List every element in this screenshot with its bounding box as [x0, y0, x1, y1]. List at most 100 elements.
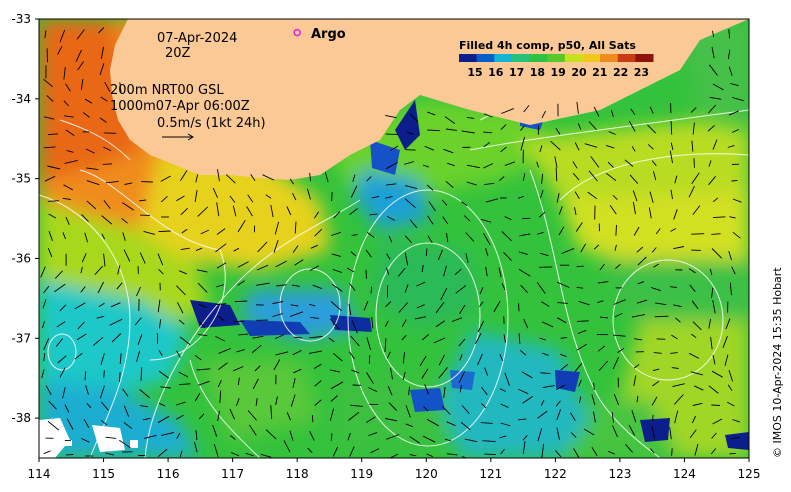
- current-vector: [493, 300, 501, 313]
- current-vector: [157, 448, 168, 457]
- colorbar-segment: [494, 54, 513, 62]
- current-vector: [593, 382, 595, 390]
- current-vector: [290, 304, 299, 307]
- current-vector: [633, 226, 640, 236]
- current-vector: [629, 174, 639, 184]
- current-vector: [44, 30, 47, 39]
- current-vector: [711, 404, 720, 406]
- current-vector: [729, 282, 732, 296]
- current-vector: [481, 403, 487, 409]
- current-vector: [386, 434, 400, 440]
- lon-tick-label: 125: [738, 467, 761, 481]
- lat-tick-label: -38: [11, 411, 31, 425]
- current-vector: [691, 300, 699, 309]
- colorbar-label: 15: [467, 66, 482, 79]
- colorbar-label: 21: [592, 66, 607, 79]
- current-vector: [424, 384, 429, 395]
- current-vector: [351, 369, 360, 374]
- current-vector: [483, 131, 493, 134]
- current-vector: [121, 218, 128, 224]
- current-vector: [583, 428, 595, 436]
- current-vector: [484, 182, 495, 186]
- current-vector: [273, 239, 279, 253]
- current-vector: [235, 398, 240, 407]
- current-vector: [308, 350, 322, 354]
- current-vector: [459, 384, 462, 393]
- colorbar-label: 18: [530, 66, 545, 79]
- colorbar-label: 16: [488, 66, 504, 79]
- current-vector: [195, 430, 198, 441]
- current-vector: [270, 405, 273, 420]
- current-vector: [386, 183, 397, 186]
- current-vector: [84, 371, 87, 381]
- current-vector: [445, 180, 454, 189]
- current-vector: [461, 201, 468, 207]
- current-vector: [83, 418, 90, 429]
- current-vector: [109, 318, 123, 326]
- current-vector: [482, 440, 496, 443]
- current-vector: [480, 422, 493, 424]
- current-vector: [555, 167, 558, 182]
- current-vector: [521, 371, 533, 379]
- current-vector: [77, 61, 84, 71]
- current-vector: [712, 216, 726, 219]
- current-vector: [588, 170, 598, 182]
- current-vector: [541, 110, 546, 119]
- current-vector: [712, 30, 715, 37]
- current-vector: [414, 316, 427, 320]
- current-vector: [728, 250, 732, 261]
- current-vector: [218, 347, 231, 354]
- current-vector: [331, 192, 333, 202]
- current-vector: [651, 247, 657, 253]
- current-vector: [289, 430, 294, 441]
- current-vector: [539, 337, 546, 341]
- colorbar-title: Filled 4h comp, p50, All Sats: [459, 39, 636, 52]
- colorbar-label: 17: [509, 66, 524, 79]
- current-vector: [674, 175, 678, 184]
- current-vector: [690, 107, 697, 113]
- current-vector: [483, 113, 493, 118]
- current-vector: [255, 398, 258, 406]
- current-vector: [694, 443, 699, 456]
- current-vector: [216, 228, 226, 235]
- depth-line-1: 200m NRT00 GSL: [110, 83, 224, 98]
- current-vector: [651, 396, 658, 406]
- current-vector: [441, 405, 451, 415]
- current-vector: [314, 380, 322, 387]
- current-vector: [670, 120, 673, 135]
- current-vector: [465, 232, 475, 242]
- current-vector: [293, 336, 303, 339]
- current-vector: [119, 439, 131, 449]
- current-vector: [707, 124, 715, 132]
- current-vector: [86, 200, 97, 210]
- current-vector: [590, 156, 600, 168]
- current-vector: [140, 367, 143, 381]
- current-vector: [215, 335, 225, 342]
- current-vector: [245, 452, 255, 457]
- current-vector: [577, 329, 587, 335]
- current-vector: [265, 194, 272, 199]
- current-vector: [388, 235, 393, 243]
- current-vector: [45, 385, 52, 396]
- current-vector: [726, 401, 735, 407]
- current-vector: [518, 251, 529, 256]
- current-vector: [427, 129, 440, 132]
- current-vector: [273, 359, 281, 371]
- current-vector: [406, 131, 414, 135]
- current-vector: [54, 283, 66, 293]
- current-vector: [519, 233, 531, 237]
- current-vector: [330, 395, 338, 402]
- current-vector: [446, 233, 449, 243]
- current-vector: [637, 281, 645, 285]
- current-vector: [479, 301, 484, 307]
- current-vector: [272, 301, 284, 305]
- current-vector: [649, 106, 654, 114]
- current-vector: [157, 299, 161, 313]
- current-vector: [134, 317, 142, 326]
- current-vector: [732, 419, 740, 423]
- current-vector: [555, 128, 561, 135]
- current-vector: [384, 338, 387, 353]
- current-vector: [538, 211, 546, 218]
- current-vector: [123, 405, 130, 417]
- current-vector: [48, 231, 53, 241]
